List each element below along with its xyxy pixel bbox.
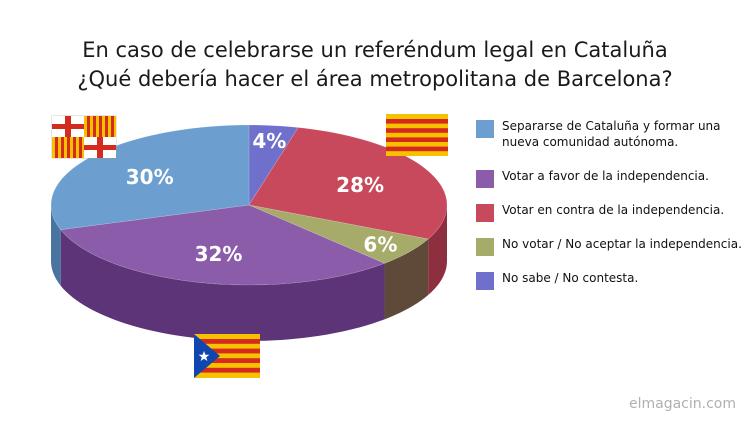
legend-swatch	[476, 170, 494, 188]
data-label-separarse-de-cataluna-y-formar-una-nueva-comunidad-autonoma: 30%	[126, 165, 174, 189]
legend-swatch	[476, 120, 494, 138]
title-line-2: ¿Qué debería hacer el área metropolitana…	[77, 67, 673, 91]
legend-swatch	[476, 204, 494, 222]
legend-label: No sabe / No contesta.	[502, 271, 639, 285]
watermark: elmagacin.com	[629, 396, 736, 412]
pie-side-votar-a-favor-de-la-independencia	[60, 229, 385, 341]
legend-label: Votar en contra de la independencia.	[502, 203, 725, 217]
legend-swatch	[476, 238, 494, 256]
legend-label: Votar a favor de la independencia.	[502, 169, 709, 183]
data-label-no-sabe-no-contesta: 4%	[252, 129, 286, 153]
senyera-flag	[386, 114, 448, 156]
pie-slice-no-sabe-no-contesta	[248, 124, 299, 207]
legend-label: Separarse de Cataluña y formar una nueva…	[502, 119, 721, 149]
legend-item-no-sabe: No sabe / No contesta.	[476, 270, 746, 290]
data-label-votar-en-contra-de-la-independencia: 28%	[336, 173, 384, 197]
pie-side-separarse-de-cataluna-y-formar-una-nueva-comunidad-autonoma	[51, 205, 61, 286]
barcelona-flag	[51, 115, 117, 159]
data-label-votar-a-favor-de-la-independencia: 32%	[195, 242, 243, 266]
estelada-flag	[194, 334, 260, 378]
pie-side-votar-en-contra-de-la-independencia	[428, 205, 447, 296]
data-label-no-votar-no-aceptar-la-independencia: 6%	[363, 233, 397, 257]
title-line-1: En caso de celebrarse un referéndum lega…	[82, 38, 668, 62]
legend-item-votar-a-favor: Votar a favor de la independencia.	[476, 168, 746, 188]
legend-item-votar-en-contra: Votar en contra de la independencia.	[476, 202, 746, 222]
legend-item-separarse: Separarse de Cataluña y formar una nueva…	[476, 118, 746, 150]
legend-label: No votar / No aceptar la independencia.	[502, 237, 742, 251]
pie-side-no-votar-no-aceptar-la-independencia	[384, 239, 429, 320]
legend: Separarse de Cataluña y formar una nueva…	[476, 118, 746, 300]
pie-slice-votar-a-favor-de-la-independencia	[60, 204, 386, 286]
chart-title: En caso de celebrarse un referéndum lega…	[0, 36, 750, 94]
pie-slice-no-votar-no-aceptar-la-independencia	[248, 204, 429, 264]
legend-item-no-votar: No votar / No aceptar la independencia.	[476, 236, 746, 256]
legend-swatch	[476, 272, 494, 290]
